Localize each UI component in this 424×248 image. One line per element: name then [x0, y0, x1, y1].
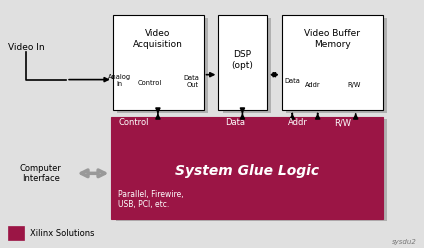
Text: Computer
Interface: Computer Interface [20, 164, 62, 183]
Text: sysdu2: sysdu2 [392, 239, 417, 245]
Text: Video Buffer
Memory: Video Buffer Memory [304, 29, 360, 49]
Text: Video In: Video In [8, 43, 45, 52]
Text: Video
Acquisition: Video Acquisition [133, 29, 183, 49]
Text: DSP
(opt): DSP (opt) [232, 50, 254, 70]
Text: Control: Control [118, 118, 149, 127]
Text: Data: Data [285, 78, 301, 84]
Text: R/W: R/W [347, 82, 360, 88]
Bar [223, 18, 271, 113]
Bar [116, 119, 388, 221]
Bar [218, 15, 267, 110]
Text: Data: Data [225, 118, 245, 127]
Text: Addr: Addr [288, 118, 308, 127]
Bar [112, 117, 383, 219]
Text: Analog
In: Analog In [107, 74, 131, 87]
Text: R/W: R/W [335, 118, 351, 127]
Bar [286, 18, 388, 113]
Bar [282, 15, 383, 110]
Text: Control: Control [137, 80, 162, 86]
Text: Parallel, Firewire,
USB, PCI, etc.: Parallel, Firewire, USB, PCI, etc. [118, 189, 184, 209]
Text: Xilinx Solutions: Xilinx Solutions [30, 229, 95, 238]
Bar [113, 15, 204, 110]
Bar [117, 18, 208, 113]
Text: Data: Data [183, 75, 199, 81]
Bar [8, 226, 24, 240]
Text: System Glue Logic: System Glue Logic [175, 164, 319, 178]
Text: Addr: Addr [305, 82, 321, 88]
Text: Out: Out [187, 82, 198, 88]
